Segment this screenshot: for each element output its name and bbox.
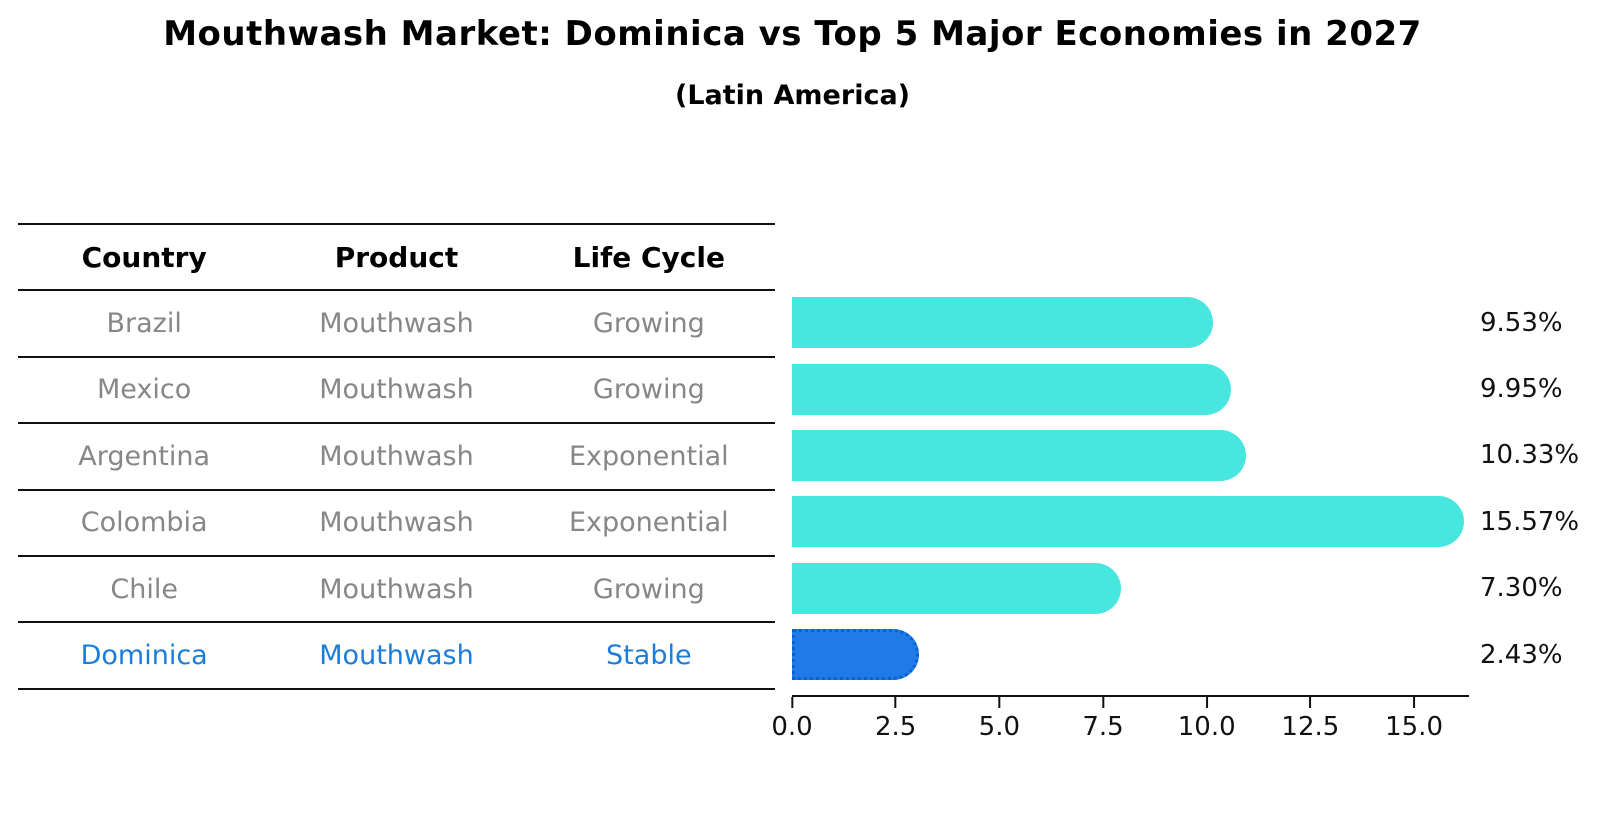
col-header-country: Country <box>81 240 207 274</box>
cell-product: Mouthwash <box>319 374 474 406</box>
tick-mark <box>1102 697 1105 708</box>
tick-label: 5.0 <box>978 712 1021 742</box>
cell-country: Mexico <box>97 374 192 406</box>
cell-product: Mouthwash <box>319 308 474 340</box>
x-axis-tick: 15.0 <box>1385 697 1443 742</box>
table-row-argentina: Argentina Mouthwash Exponential <box>18 424 775 491</box>
tick-label: 10.0 <box>1177 712 1236 742</box>
x-axis-tick: 2.5 <box>875 697 916 742</box>
cell-country: Dominica <box>80 640 208 672</box>
col-header-lifecycle: Life Cycle <box>572 240 725 274</box>
tick-label: 0.0 <box>771 712 813 742</box>
table-row-chile: Chile Mouthwash Growing <box>18 557 775 624</box>
bar-argentina <box>792 429 1247 481</box>
cell-country: Colombia <box>80 507 208 539</box>
cell-product: Mouthwash <box>319 507 474 539</box>
value-label-chile: 7.30% <box>1480 573 1563 604</box>
tick-mark <box>998 697 1001 708</box>
tick-label: 2.5 <box>874 712 917 742</box>
cell-lifecycle: Exponential <box>568 440 729 472</box>
cell-country: Brazil <box>106 308 182 340</box>
chart-title: Mouthwash Market: Dominica vs Top 5 Majo… <box>163 14 1422 54</box>
tick-mark <box>1309 697 1312 708</box>
value-label-colombia: 15.57% <box>1480 506 1580 537</box>
cell-product: Mouthwash <box>319 640 474 672</box>
value-label-dominica: 2.43% <box>1480 639 1563 670</box>
cell-product: Mouthwash <box>319 440 474 472</box>
cell-country: Chile <box>110 573 178 605</box>
tick-mark <box>1205 697 1208 708</box>
cell-lifecycle: Stable <box>606 640 692 672</box>
tick-label: 12.5 <box>1281 712 1340 742</box>
x-axis-tick: 12.5 <box>1281 697 1339 742</box>
cell-product: Mouthwash <box>319 573 474 605</box>
tick-label: 7.5 <box>1082 712 1124 742</box>
tick-mark <box>1413 697 1416 708</box>
tick-label: 15.0 <box>1385 712 1443 742</box>
bar-mexico <box>792 363 1231 415</box>
x-axis-tick: 5.0 <box>979 697 1020 742</box>
bar-brazil <box>792 297 1214 349</box>
cell-country: Argentina <box>78 440 211 472</box>
table-row-mexico: Mexico Mouthwash Growing <box>18 358 775 425</box>
bar-dominica-highlighted <box>792 629 919 681</box>
value-label-mexico: 9.95% <box>1480 374 1563 404</box>
x-axis-tick: 0.0 <box>771 697 813 742</box>
tick-mark <box>894 697 897 708</box>
table-row-dominica-highlighted: Dominica Mouthwash Stable <box>18 623 775 690</box>
cell-lifecycle: Growing <box>592 308 705 340</box>
x-axis-tick: 10.0 <box>1178 697 1236 742</box>
table-header-row: Country Product Life Cycle <box>18 225 775 292</box>
bar-chile <box>792 562 1121 614</box>
x-axis-tick: 7.5 <box>1082 697 1124 742</box>
tick-mark <box>790 697 793 708</box>
table-row-brazil: Brazil Mouthwash Growing <box>18 291 775 358</box>
cell-lifecycle: Exponential <box>568 507 729 539</box>
data-table: Country Product Life Cycle Brazil Mouthw… <box>18 223 775 690</box>
value-label-argentina: 10.33% <box>1480 440 1580 471</box>
cell-lifecycle: Growing <box>592 573 705 605</box>
bar-colombia <box>792 496 1464 548</box>
cell-lifecycle: Growing <box>592 374 705 406</box>
x-axis-line <box>792 695 1470 697</box>
table-row-colombia: Colombia Mouthwash Exponential <box>18 491 775 557</box>
value-label-brazil: 9.53% <box>1480 307 1563 338</box>
col-header-product: Product <box>334 240 459 274</box>
chart-subtitle: (Latin America) <box>674 80 911 111</box>
